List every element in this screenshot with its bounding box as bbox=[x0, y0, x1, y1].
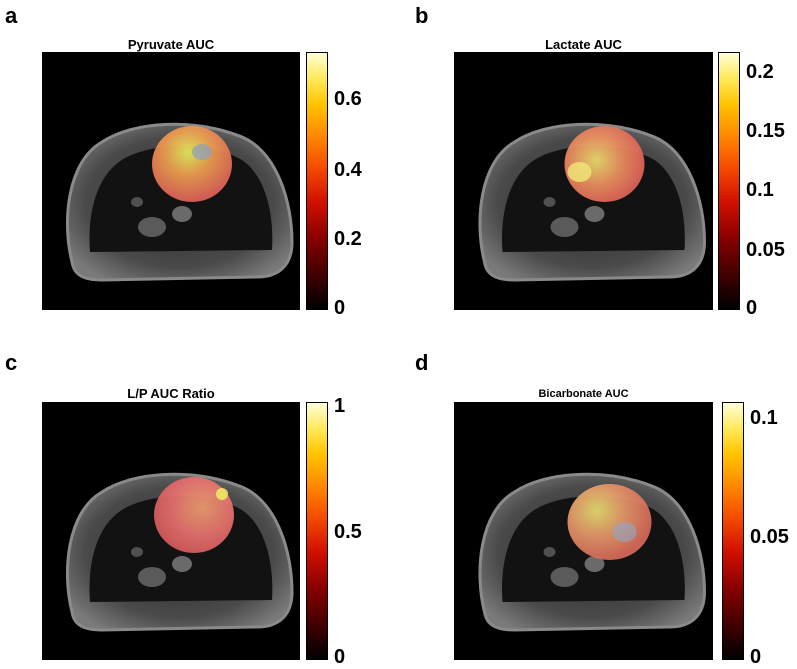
colorbar-tick: 0 bbox=[750, 646, 762, 668]
panel-letter: b bbox=[415, 3, 429, 28]
colorbar-tick: 0.2 bbox=[746, 61, 774, 83]
colorbar-tick: 0.5 bbox=[334, 521, 362, 543]
colorbar-tick: 0 bbox=[334, 646, 346, 668]
colorbar bbox=[722, 402, 744, 660]
colorbar-tick: 0 bbox=[746, 297, 758, 319]
mri-slice-graphic bbox=[478, 472, 707, 632]
panel-letter: a bbox=[5, 3, 18, 28]
mri-image bbox=[454, 402, 713, 660]
panel-title: L/P AUC Ratio bbox=[127, 386, 215, 401]
mri-slice-graphic bbox=[478, 122, 707, 282]
colorbar-tick: 0.2 bbox=[334, 228, 362, 250]
mri-slice-graphic bbox=[66, 122, 294, 282]
panel-letter: d bbox=[415, 350, 429, 375]
panel-title: Pyruvate AUC bbox=[127, 37, 215, 52]
colorbar-tick: 0.6 bbox=[334, 88, 362, 110]
colorbar bbox=[718, 52, 740, 310]
colorbar-tick: 1 bbox=[334, 395, 346, 417]
colorbar-tick: 0.15 bbox=[746, 120, 785, 142]
panel-title: Bicarbonate AUC bbox=[538, 388, 629, 400]
colorbar-tick: 0 bbox=[334, 297, 346, 319]
mri-image bbox=[42, 52, 300, 310]
colorbar-tick: 0.1 bbox=[746, 179, 774, 201]
colorbar-tick: 0.05 bbox=[746, 239, 785, 261]
mri-image bbox=[454, 52, 713, 310]
mri-slice-graphic bbox=[66, 472, 294, 632]
mri-image bbox=[42, 402, 300, 660]
colorbar bbox=[306, 52, 328, 310]
colorbar bbox=[306, 402, 328, 660]
colorbar-tick: 0.1 bbox=[750, 407, 778, 429]
colorbar-tick: 0.4 bbox=[334, 159, 362, 181]
panel-title: Lactate AUC bbox=[545, 37, 622, 52]
colorbar-tick: 0.05 bbox=[750, 526, 789, 548]
panel-letter: c bbox=[5, 350, 18, 375]
